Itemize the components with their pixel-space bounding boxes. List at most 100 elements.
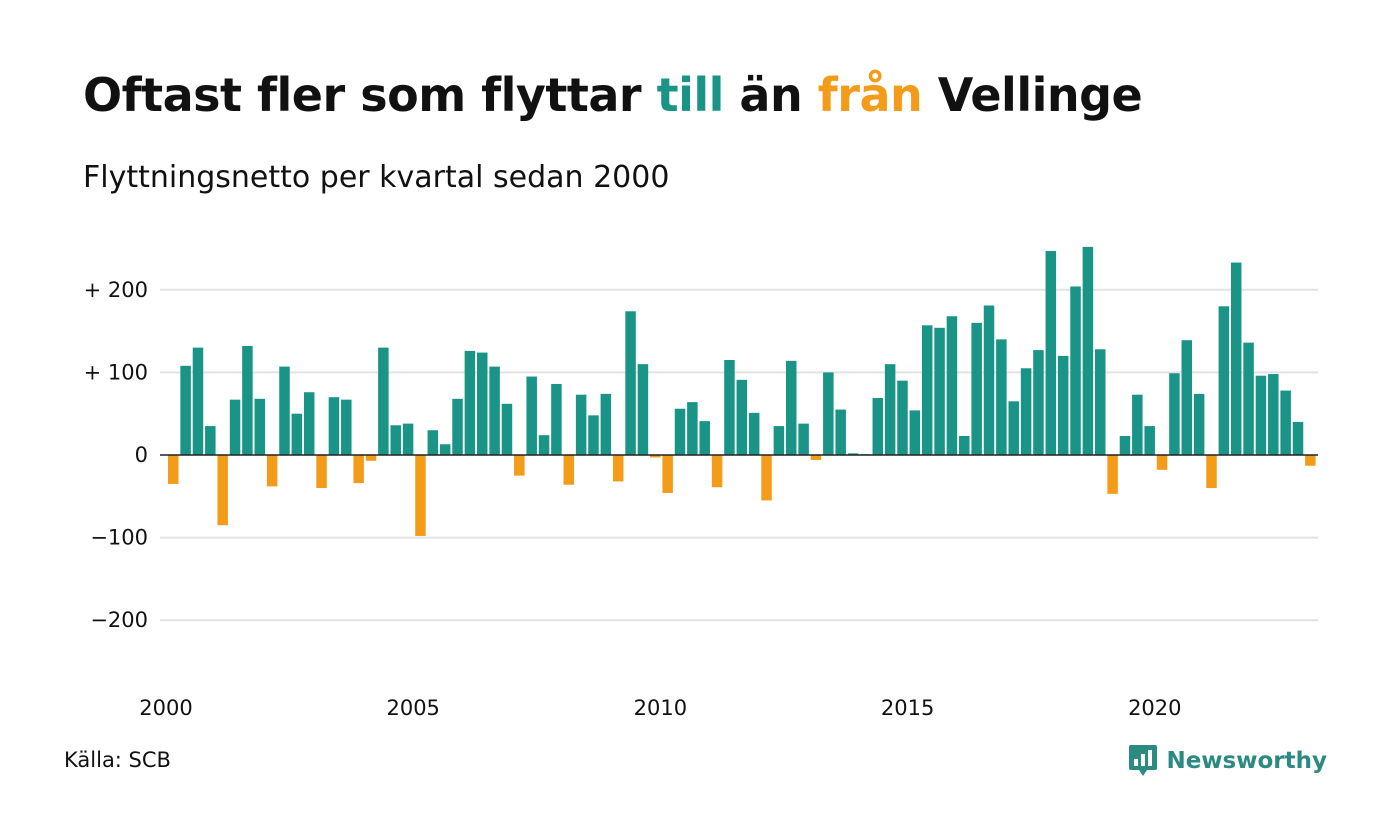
bar-positive (439, 444, 451, 455)
x-axis-labels: 2000 2005 2010 2015 2020 (139, 696, 1181, 720)
bar-positive (477, 352, 488, 455)
bar-positive (1230, 262, 1242, 455)
bar-positive (798, 423, 809, 455)
bar-negative (563, 455, 575, 485)
bar-positive (1020, 368, 1032, 455)
bar-positive (996, 339, 1007, 455)
bar-positive (526, 376, 537, 455)
bar-positive (1132, 394, 1143, 455)
bar-positive (303, 392, 315, 455)
bar-positive (1070, 286, 1081, 455)
bar-positive (959, 436, 970, 455)
chart-bubble-icon (1129, 745, 1158, 776)
bar-positive (341, 399, 352, 455)
bar-positive (724, 360, 735, 455)
bar-negative (1156, 455, 1168, 470)
bar-positive (1119, 436, 1131, 455)
title-part-1: Oftast fler som flyttar (83, 68, 657, 122)
bar-positive (637, 364, 649, 455)
bar-chart: + 200 + 100 0 −100 −200 2000 2005 2010 2015 2020 (84, 246, 1318, 720)
bar-positive (835, 409, 846, 455)
bar-positive (551, 383, 562, 455)
bar-positive (1033, 350, 1044, 455)
bar-positive (786, 360, 797, 455)
y-tick-label: + 200 (84, 278, 148, 302)
bar-positive (464, 350, 476, 455)
bar-positive (192, 347, 204, 455)
y-tick-label: 0 (135, 443, 148, 467)
bar-positive (205, 426, 216, 455)
bar-positive (229, 399, 241, 455)
bar-negative (1206, 455, 1217, 489)
bar-positive (254, 398, 266, 455)
bar-positive (909, 410, 921, 455)
bar-positive (279, 366, 290, 455)
y-tick-label: + 100 (84, 360, 148, 384)
x-tick-label: 2010 (634, 696, 687, 720)
bar-negative (650, 455, 661, 458)
bar-positive (538, 435, 550, 455)
bar-positive (1057, 355, 1069, 455)
x-tick-label: 2015 (881, 696, 934, 720)
x-tick-label: 2020 (1128, 696, 1181, 720)
bar-negative (316, 455, 327, 489)
bar-positive (823, 372, 834, 455)
bar-positive (934, 327, 945, 455)
y-axis-labels: + 200 + 100 0 −100 −200 (84, 278, 148, 632)
bar-negative (415, 455, 426, 536)
bar-positive (600, 393, 612, 455)
title-accent-fran: från (817, 68, 923, 122)
bar-positive (773, 426, 785, 455)
bar-negative (353, 455, 364, 484)
bar-positive (1255, 375, 1267, 455)
bar-positive (897, 380, 908, 455)
bar-positive (1193, 393, 1205, 455)
brand-logo: Newsworthy (1128, 744, 1327, 778)
title-part-2: än (723, 68, 818, 122)
title-accent-till: till (656, 68, 725, 122)
bar-negative (1107, 455, 1118, 494)
bars (168, 246, 1316, 536)
bar-positive (1292, 421, 1304, 455)
bar-negative (217, 455, 228, 526)
bar-positive (452, 398, 463, 455)
bar-positive (699, 421, 710, 455)
y-tick-label: −200 (90, 608, 148, 632)
bar-positive (242, 345, 253, 455)
bar-positive (847, 453, 859, 455)
bar-negative (761, 455, 772, 501)
bar-positive (427, 430, 439, 455)
bar-negative (168, 455, 179, 484)
bar-negative (711, 455, 723, 488)
bar-positive (1169, 373, 1180, 455)
bar-positive (402, 423, 414, 455)
bar-positive (736, 379, 748, 455)
chart-title: Oftast fler som flyttar till än från Vel… (83, 68, 1143, 122)
bar-positive (291, 413, 303, 455)
bar-positive (1045, 250, 1057, 455)
bar-positive (390, 425, 401, 455)
grid-lines (160, 288, 1318, 622)
bar-negative (266, 455, 278, 487)
chart-subtitle: Flyttningsnetto per kvartal sedan 2000 (83, 160, 670, 195)
bar-positive (1095, 349, 1106, 455)
bar-positive (1268, 374, 1279, 455)
title-part-3: Vellinge (922, 68, 1143, 122)
bar-positive (748, 412, 760, 455)
bar-negative (612, 455, 624, 482)
bar-positive (983, 305, 995, 455)
bar-negative (662, 455, 673, 493)
bar-positive (328, 397, 340, 455)
bar-positive (180, 365, 191, 455)
bar-positive (625, 311, 636, 455)
bar-positive (1218, 306, 1230, 455)
bar-positive (1008, 401, 1019, 455)
bar-positive (884, 364, 896, 455)
y-tick-label: −100 (90, 526, 148, 550)
bar-negative (365, 455, 377, 461)
bar-positive (1243, 342, 1254, 455)
bar-positive (872, 398, 884, 455)
brand-name: Newsworthy (1166, 748, 1327, 774)
bar-positive (575, 394, 587, 455)
bar-positive (588, 415, 599, 455)
